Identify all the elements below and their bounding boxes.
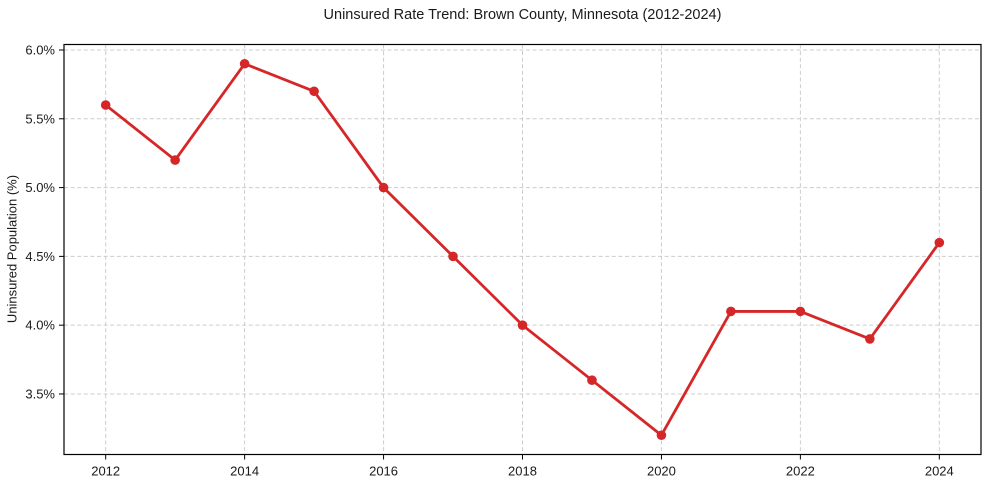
x-tick-label: 2018 [508, 464, 537, 479]
data-point-marker [517, 320, 528, 330]
data-point-marker [378, 182, 389, 193]
data-point-marker [448, 251, 458, 262]
data-point-marker [656, 430, 667, 441]
data-point-marker [934, 237, 945, 248]
chart-title: Uninsured Rate Trend: Brown County, Minn… [323, 7, 722, 23]
x-tick-label: 2016 [369, 464, 398, 479]
y-tick-label: 3.5% [25, 386, 55, 401]
y-tick-label: 4.5% [25, 249, 55, 264]
data-point-marker [865, 334, 875, 344]
x-tick-label: 2014 [230, 464, 259, 479]
y-tick-label: 6.0% [25, 43, 55, 58]
x-tick-label: 2020 [647, 464, 676, 479]
y-tick-label: 4.0% [25, 318, 55, 333]
data-point-marker [726, 306, 736, 317]
x-tick-label: 2012 [91, 464, 120, 479]
data-point-marker [239, 58, 250, 69]
data-point-marker [587, 375, 597, 386]
y-tick-label: 5.0% [25, 180, 55, 195]
data-point-marker [170, 155, 180, 165]
data-point-marker [795, 306, 806, 317]
x-tick-label: 2024 [925, 464, 954, 479]
y-tick-label: 5.5% [25, 111, 55, 126]
data-point-marker [100, 100, 111, 110]
data-point-marker [309, 86, 319, 97]
x-tick-label: 2022 [786, 464, 815, 479]
